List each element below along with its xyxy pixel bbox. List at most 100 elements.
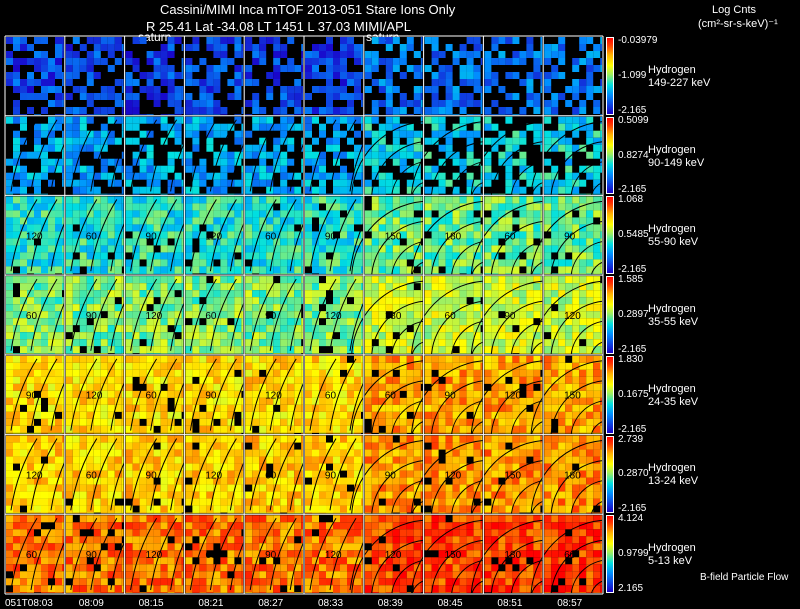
colorbar-tick: 0.2897 xyxy=(618,309,649,320)
heatmap-row-3: 60 90 120 60 90 120 180 60 90 120 xyxy=(6,276,610,359)
colorbar-tick: 2.739 xyxy=(618,433,644,445)
contour-label: 120 xyxy=(564,311,581,322)
contour-label: 60 xyxy=(564,550,576,561)
contour-label: 60 xyxy=(26,311,38,322)
row-label: Hydrogen 55-90 keV xyxy=(648,223,698,249)
colorbar-tick: -2.165 xyxy=(618,343,647,355)
contour-label: 90 xyxy=(86,550,98,561)
colorbar xyxy=(606,37,614,115)
contour-label: 90 xyxy=(445,391,457,402)
contour-label: 120 xyxy=(504,391,521,402)
contour-label: 90 xyxy=(325,470,337,481)
contour-label: 60 xyxy=(265,470,277,481)
colorbar xyxy=(606,435,614,514)
row-species: Hydrogen xyxy=(648,542,696,555)
contour-label: 180 xyxy=(564,470,581,481)
contour-label: 60 xyxy=(205,550,217,561)
contour-label: 120 xyxy=(325,550,342,561)
contour-label: 90 xyxy=(385,470,397,481)
contour-label: 120 xyxy=(205,470,222,481)
row-label: Hydrogen 5-13 keV xyxy=(648,542,696,568)
contour-label: 90 xyxy=(146,231,158,242)
contour-label: 180 xyxy=(445,231,462,242)
colorbar xyxy=(606,196,614,275)
row-energy: 24-35 keV xyxy=(648,395,699,408)
contour-label: 120 xyxy=(385,550,402,561)
colorbar xyxy=(606,116,614,195)
contour-label: 60 xyxy=(86,231,98,242)
row-label: Hydrogen 90-149 keV xyxy=(648,144,704,170)
colorbar-tick: -2.165 xyxy=(618,184,647,196)
row-energy: 13-24 keV xyxy=(648,475,699,488)
chart-title: Cassini/MIMI Inca mTOF 2013-051 Stare Io… xyxy=(160,2,456,17)
x-tick-label: 08:15 xyxy=(139,598,164,609)
row-energy: 35-55 keV xyxy=(648,316,699,329)
colorbar-tick: 0.8274 xyxy=(618,149,649,161)
contour-label: 150 xyxy=(504,470,521,481)
contour-label: 180 xyxy=(385,311,402,322)
contour-label: 120 xyxy=(205,231,222,242)
colorbar-tick: -2.165 xyxy=(618,503,647,515)
row-species: Hydrogen xyxy=(648,63,696,76)
ephemeris-line: R 25.41 Lat -34.08 LT 1451 L 37.03 MIMI/… xyxy=(146,19,411,34)
row-species: Hydrogen xyxy=(648,462,696,475)
contour-label: 120 xyxy=(26,231,43,242)
contour-label: 60 xyxy=(146,391,158,402)
x-tick-label: 08:45 xyxy=(438,598,463,609)
colorbar-tick: -0.03979 xyxy=(618,35,658,46)
contour-label: 60 xyxy=(26,550,38,561)
contour-label: 60 xyxy=(325,391,337,402)
row-energy: 5-13 keV xyxy=(648,555,693,568)
x-tick-label: 08:39 xyxy=(378,598,403,609)
x-tick-label: 08:51 xyxy=(497,598,522,609)
x-tick-label: 08:57 xyxy=(557,598,582,609)
x-tick-label: 08:33 xyxy=(318,598,343,609)
contour-label: 60 xyxy=(504,231,516,242)
contour-label: 150 xyxy=(385,231,402,242)
heatmap-row-4: 90 120 60 90 120 60 60 90 120 150 xyxy=(6,355,610,439)
contour-label: 120 xyxy=(86,391,103,402)
contour-label: 120 xyxy=(325,311,342,322)
contour-label: 150 xyxy=(564,391,581,402)
contour-label: 60 xyxy=(86,470,98,481)
colorbar-tick: -2.165 xyxy=(618,104,647,116)
contour-label: 60 xyxy=(205,311,217,322)
colorbar xyxy=(606,355,614,434)
row-species: Hydrogen xyxy=(648,303,696,316)
contour-label: 90 xyxy=(265,550,277,561)
heatmap-row-1 xyxy=(6,116,610,200)
footnote: B-field Particle Flow xyxy=(700,572,789,583)
colorbar-tick: 0.2870 xyxy=(618,468,649,480)
colorbar-tick: 1.585 xyxy=(618,274,644,286)
colorbar-tick: 1.068 xyxy=(618,194,644,206)
contour-label: 90 xyxy=(26,391,38,402)
x-tick-label: 08:09 xyxy=(79,598,104,609)
row-label: Hydrogen 13-24 keV xyxy=(648,462,698,488)
colorbar-tick: 4.124 xyxy=(618,513,644,525)
colorbar-tick: 0.9799 xyxy=(618,548,649,560)
row-species: Hydrogen xyxy=(648,143,696,156)
row-label: Hydrogen 149-227 keV xyxy=(648,64,710,90)
row-energy: 55-90 keV xyxy=(648,236,699,249)
row-energy: 149-227 keV xyxy=(648,76,711,89)
x-tick-label: 08:27 xyxy=(258,598,283,609)
contour-label: 120 xyxy=(26,470,43,481)
heatmap-row-5: 120 60 90 120 60 90 90 120 150 180 xyxy=(6,435,610,519)
contour-label: 90 xyxy=(86,311,98,322)
contour-label: 120 xyxy=(146,550,163,561)
colorbar-tick: 0.1675 xyxy=(618,388,649,400)
contour-label: 120 xyxy=(146,311,163,322)
x-tick-label: 08:21 xyxy=(198,598,223,609)
contour-label: 60 xyxy=(265,231,277,242)
contour-label: 60 xyxy=(385,391,397,402)
colorbar-tick: 0.5099 xyxy=(618,114,649,126)
units-title: Log Cnts xyxy=(712,4,757,16)
heatmap-row-6: 60 90 120 60 90 120 120 150 180 60 xyxy=(6,515,610,599)
contour-label: 90 xyxy=(564,231,576,242)
contour-label: 120 xyxy=(445,470,462,481)
row-species: Hydrogen xyxy=(648,382,696,395)
row-energy: 90-149 keV xyxy=(648,156,705,169)
row-species: Hydrogen xyxy=(648,223,696,236)
x-tick-label: 051T08:03 xyxy=(5,598,53,609)
